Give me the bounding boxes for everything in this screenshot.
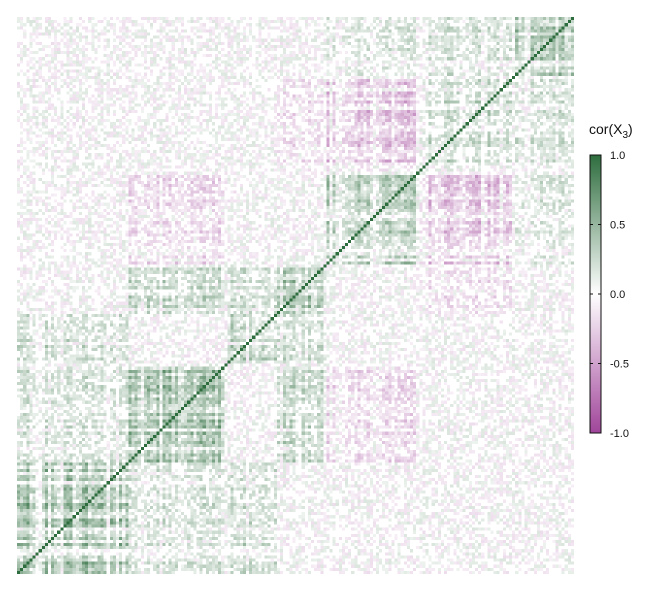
color-legend: cor(X3) 1.0 0.5 0.0 -0.5 -1.0 — [589, 121, 633, 440]
legend-tick-label: -1.0 — [610, 428, 629, 440]
legend-title: cor(X3) — [589, 121, 633, 141]
legend-title-subscript: 3 — [622, 130, 628, 141]
legend-tick-label: 1.0 — [610, 150, 625, 162]
legend-ticks: 1.0 0.5 0.0 -0.5 -1.0 — [590, 150, 629, 440]
legend-tick-label: 0.5 — [610, 220, 625, 232]
legend-tick-label: -0.5 — [610, 359, 629, 371]
legend-title-main: cor(X — [589, 121, 623, 137]
legend-tick-label: 0.0 — [610, 289, 625, 301]
legend-title-close: ) — [628, 121, 633, 137]
correlation-heatmap — [17, 17, 574, 574]
